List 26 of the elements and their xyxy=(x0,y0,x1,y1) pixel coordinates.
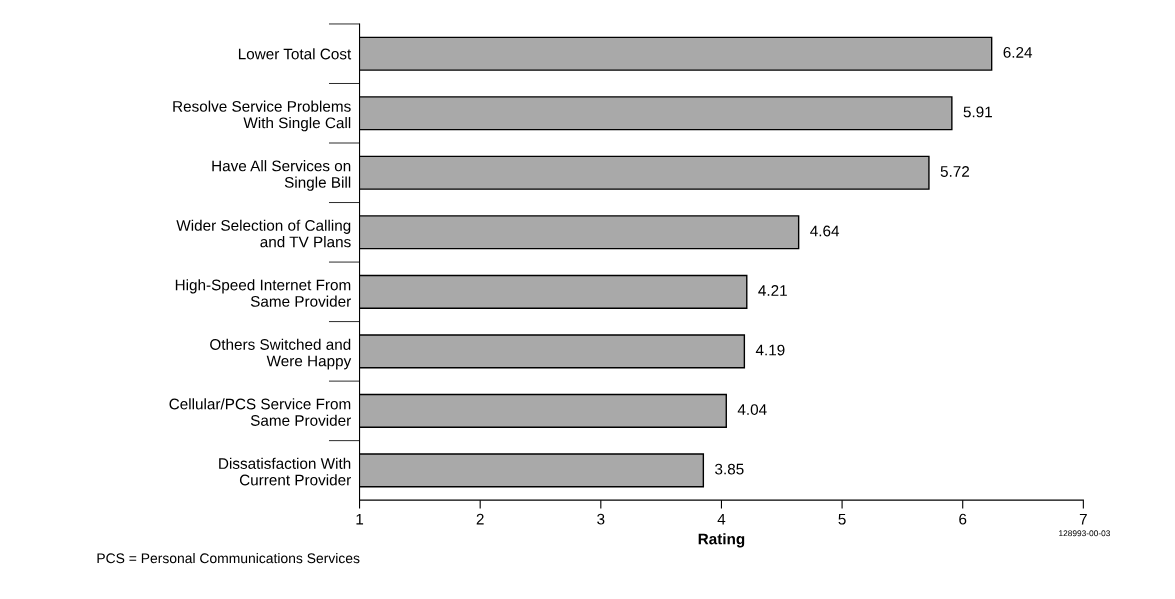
y-tick-label: Cellular/PCS Service From Same Provider xyxy=(169,398,351,426)
data-label: 3.85 xyxy=(715,463,744,475)
data-label: 6.24 xyxy=(1003,47,1033,58)
text: 128993-00-03 xyxy=(1059,530,1111,537)
data-label: 4.19 xyxy=(755,344,785,356)
data-label: 4.04 xyxy=(737,404,767,415)
x-tick-label: 5 xyxy=(838,513,846,525)
data-label: 4.21 xyxy=(758,285,787,296)
y-tick-label: Lower Total Cost xyxy=(238,48,352,60)
y-tick-label: Dissatisfaction With Current Provider xyxy=(219,457,351,486)
data-label: 5.91 xyxy=(963,106,992,118)
x-tick-label: 7 xyxy=(1079,513,1087,525)
y-tick-label: Have All Services on Single Bill xyxy=(212,160,351,191)
x-tick-label: 1 xyxy=(356,513,364,525)
x-tick-label: 2 xyxy=(476,513,484,525)
y-tick-label: High-Speed Internet From Same Provider xyxy=(175,279,351,307)
text: PCS = Personal Communications Services xyxy=(97,552,360,564)
x-axis-title: Rating xyxy=(698,533,745,548)
x-tick-label: 3 xyxy=(597,513,605,525)
x-tick-label: 4 xyxy=(717,513,726,525)
y-tick-label: Resolve Service Problems With Single Call xyxy=(173,100,351,132)
y-tick-label: Others Switched and Were Happy xyxy=(210,338,352,370)
data-label: 5.72 xyxy=(940,166,970,177)
x-tick-label: 6 xyxy=(959,513,967,525)
data-label: 4.64 xyxy=(810,225,840,237)
y-tick-label: Wider Selection of Calling and TV Plans xyxy=(176,219,351,248)
